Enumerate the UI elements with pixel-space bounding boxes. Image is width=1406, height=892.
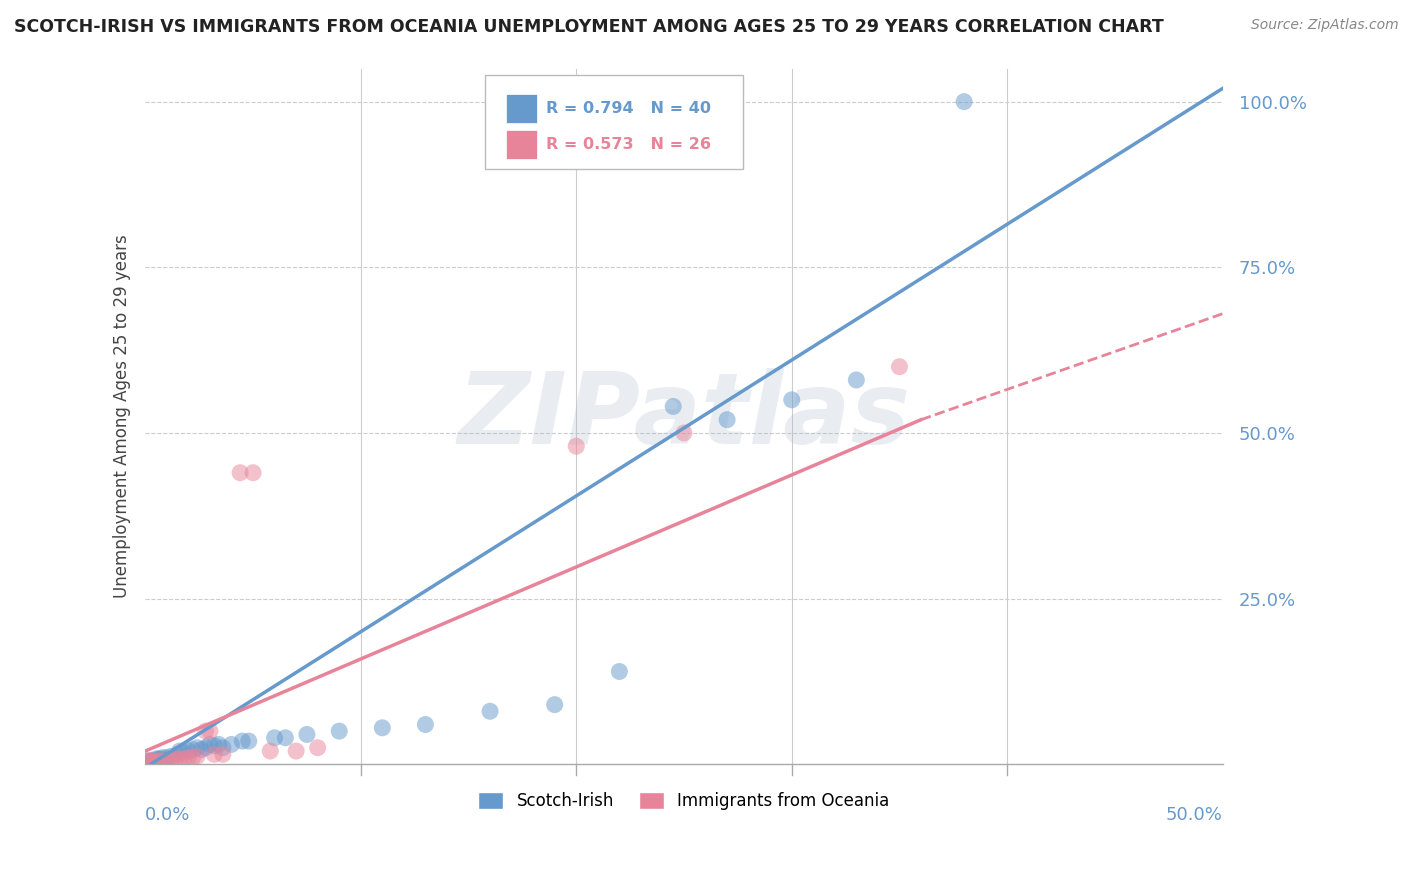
Point (662, 400, 685, 414)
Point (152, 754, 174, 768)
Point (242, 466, 264, 480)
Point (285, 744, 308, 758)
Point (565, 439, 588, 453)
Point (194, 724, 217, 739)
Point (156, 754, 179, 768)
Point (194, 740, 217, 755)
Point (307, 740, 329, 755)
Point (166, 747, 188, 762)
Point (141, 754, 163, 768)
Point (173, 745, 195, 759)
Point (156, 750, 179, 764)
Point (328, 724, 350, 739)
Point (479, 704, 502, 718)
Point (198, 724, 221, 739)
Point (259, 744, 281, 758)
Point (415, 717, 437, 731)
Point (138, 754, 160, 768)
Legend: Scotch-Irish, Immigrants from Oceania: Scotch-Irish, Immigrants from Oceania (470, 784, 898, 819)
Point (202, 747, 225, 762)
Point (238, 734, 260, 748)
Point (198, 738, 221, 752)
Point (202, 739, 225, 753)
Point (672, 425, 695, 440)
Y-axis label: Unemployment Among Ages 25 to 29 years: Unemployment Among Ages 25 to 29 years (114, 235, 131, 599)
Point (145, 752, 167, 766)
Point (229, 466, 252, 480)
Point (153, 754, 176, 768)
Point (149, 752, 172, 766)
Point (136, 754, 159, 768)
Text: 0.0%: 0.0% (145, 806, 191, 824)
FancyBboxPatch shape (506, 94, 537, 123)
Point (274, 731, 297, 745)
FancyBboxPatch shape (485, 76, 744, 169)
Point (716, 413, 738, 427)
Point (136, 754, 159, 768)
Point (953, 95, 976, 109)
Point (173, 752, 195, 766)
Text: R = 0.573   N = 26: R = 0.573 N = 26 (546, 137, 711, 152)
Point (889, 359, 911, 374)
FancyBboxPatch shape (506, 130, 537, 159)
Point (212, 747, 235, 762)
Point (181, 750, 204, 764)
Point (177, 744, 200, 758)
Text: SCOTCH-IRISH VS IMMIGRANTS FROM OCEANIA UNEMPLOYMENT AMONG AGES 25 TO 29 YEARS C: SCOTCH-IRISH VS IMMIGRANTS FROM OCEANIA … (14, 18, 1164, 36)
Point (609, 665, 631, 679)
Point (169, 752, 191, 766)
Point (544, 698, 567, 712)
Point (207, 738, 229, 752)
Text: Source: ZipAtlas.com: Source: ZipAtlas.com (1251, 18, 1399, 32)
Point (160, 749, 183, 764)
Point (186, 740, 208, 755)
Point (181, 742, 204, 756)
Point (177, 750, 200, 764)
Point (160, 754, 183, 768)
Point (190, 742, 212, 756)
Point (186, 749, 208, 764)
Point (145, 754, 167, 768)
Point (138, 754, 160, 768)
Point (845, 373, 868, 387)
Point (169, 744, 191, 758)
Point (231, 734, 253, 748)
Point (263, 731, 285, 745)
Point (295, 727, 318, 741)
Point (371, 721, 394, 735)
Point (141, 754, 163, 768)
Text: ZIPatlas: ZIPatlas (457, 368, 911, 465)
Point (780, 392, 803, 407)
Point (212, 740, 235, 755)
Point (148, 752, 170, 766)
Point (142, 754, 165, 768)
Point (152, 750, 174, 764)
Text: R = 0.794   N = 40: R = 0.794 N = 40 (546, 101, 711, 116)
Point (221, 738, 243, 752)
Point (148, 754, 170, 768)
Text: 50.0%: 50.0% (1166, 806, 1223, 824)
Point (165, 752, 187, 766)
